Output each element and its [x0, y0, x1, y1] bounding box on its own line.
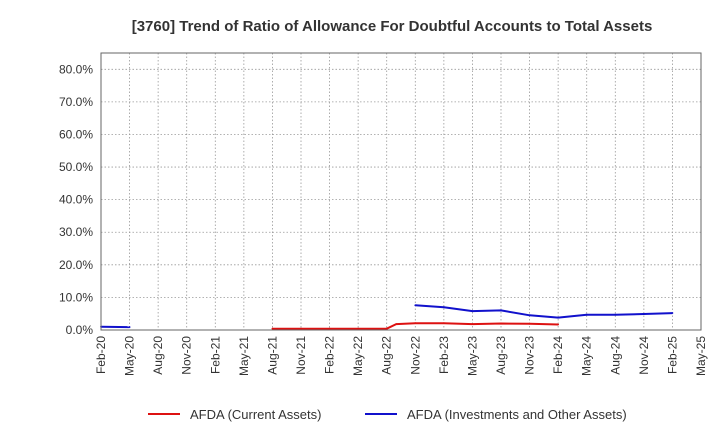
series-1-point	[442, 322, 445, 325]
series-2-point	[614, 313, 617, 316]
x-tick-label: May-24	[580, 336, 594, 376]
series-1-line	[272, 322, 559, 330]
series-2-point	[128, 326, 131, 328]
series-2-point	[642, 313, 645, 315]
series-2-point	[414, 304, 417, 307]
legend: AFDA (Current Assets) AFDA (Investments a…	[148, 407, 627, 422]
series-1-point	[557, 323, 560, 326]
series-2-point	[557, 316, 560, 319]
plot-frame	[100, 52, 702, 331]
x-tick-label: Feb-22	[323, 336, 337, 374]
y-tick-label: 30.0%	[59, 225, 93, 239]
series-1-point	[271, 327, 274, 330]
series-2-line	[415, 304, 673, 319]
x-tick-label: Nov-22	[408, 336, 422, 375]
y-tick-label: 60.0%	[59, 127, 93, 141]
x-tick-label: May-25	[694, 336, 708, 376]
series-1-point	[328, 327, 331, 330]
legend-label-1: AFDA (Current Assets)	[190, 407, 321, 422]
series-2-point	[500, 309, 502, 312]
x-tick-label: Aug-21	[265, 336, 279, 375]
x-tick-label: Aug-23	[494, 336, 508, 375]
series-1-point	[385, 327, 388, 330]
series-1-point	[500, 322, 502, 325]
y-tick-label: 70.0%	[59, 95, 93, 109]
series-1-point	[395, 323, 398, 326]
x-tick-label: Aug-22	[380, 336, 394, 375]
x-tick-label: Feb-25	[665, 336, 679, 374]
series-1-point	[357, 327, 360, 330]
series-2-point	[442, 306, 445, 309]
x-tick-label: Nov-20	[180, 336, 194, 375]
x-tick-label: Feb-21	[208, 336, 222, 374]
x-tick-label: Nov-23	[523, 336, 537, 375]
series-1-point	[471, 323, 474, 326]
y-tick-label: 0.0%	[66, 323, 94, 337]
y-tick-label: 40.0%	[59, 193, 93, 207]
x-tick-label: May-21	[237, 336, 251, 376]
y-tick-label: 80.0%	[59, 62, 93, 76]
x-tick-label: Feb-24	[551, 336, 565, 374]
series-1-point	[528, 322, 531, 325]
legend-label-2: AFDA (Investments and Other Assets)	[407, 407, 627, 422]
x-tick-label: May-22	[351, 336, 365, 376]
series-2-point	[471, 310, 474, 312]
series-1-point	[414, 322, 417, 325]
series-lines	[100, 304, 674, 330]
x-tick-label: May-20	[123, 336, 137, 376]
series-2-point	[671, 312, 674, 314]
chart-title: [3760] Trend of Ratio of Allowance For D…	[132, 18, 653, 35]
x-tick-label: Nov-24	[637, 336, 651, 375]
x-axis: Feb-20 May-20 Aug-20 Nov-20 Feb-21 May-21 Aug-…	[94, 336, 708, 376]
x-tick-label: May-23	[465, 336, 479, 376]
y-axis: 0.0% 10.0% 20.0% 30.0% 40.0% 50.0% 60.0% 70.0% 8…	[59, 62, 93, 337]
series-1-point	[300, 327, 302, 330]
x-tick-label: Feb-23	[437, 336, 451, 374]
series-2-point	[585, 313, 588, 316]
x-tick-label: Feb-20	[94, 336, 108, 374]
x-tick-label: Aug-20	[151, 336, 165, 375]
y-tick-label: 20.0%	[59, 258, 93, 272]
y-tick-label: 10.0%	[59, 290, 93, 304]
x-tick-label: Aug-24	[608, 336, 622, 375]
y-tick-label: 50.0%	[59, 160, 93, 174]
series-2-point	[528, 314, 531, 317]
grid	[101, 53, 701, 331]
x-tick-label: Nov-21	[294, 336, 308, 375]
